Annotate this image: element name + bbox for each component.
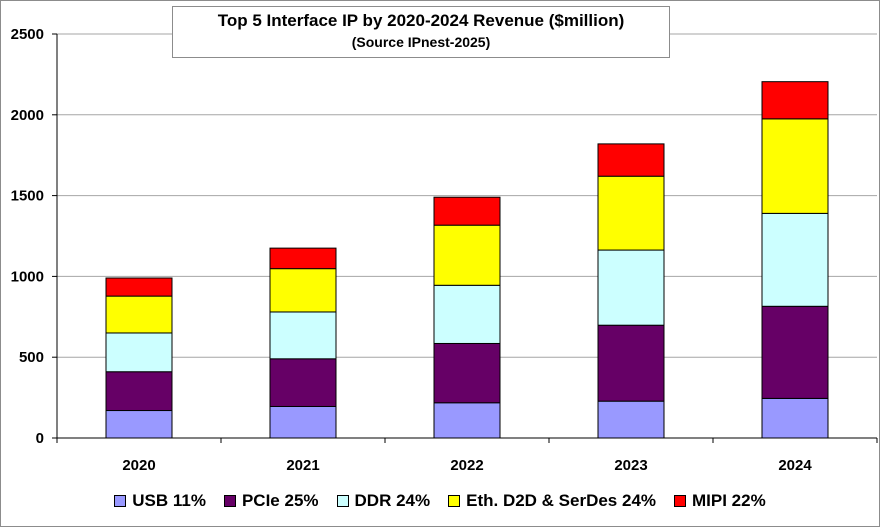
- bar-2021-series-0: [269, 405, 337, 439]
- bar-2022-series-1: [433, 342, 501, 404]
- bar-2023-series-2: [597, 249, 665, 326]
- bar-2023-series-4: [597, 143, 665, 177]
- y-tick-label-2000: 2000: [11, 107, 44, 124]
- bar-2020-series-4: [105, 277, 173, 297]
- legend-item-pcie: PCIe 25%: [223, 491, 319, 511]
- bar-2021-series-1: [269, 358, 337, 407]
- x-tick-label-2023: 2023: [614, 457, 647, 474]
- chart-title: Top 5 Interface IP by 2020-2024 Revenue …: [217, 11, 625, 30]
- legend-label-usb: USB 11%: [132, 491, 206, 510]
- bar-2021-series-3: [269, 268, 337, 313]
- legend-label-mipi: MIPI 22%: [692, 491, 766, 510]
- legend-label-eth-d2d-serdes: Eth. D2D & SerDes 24%: [466, 491, 657, 510]
- bar-2023-series-1: [597, 324, 665, 402]
- legend-item-usb: USB 11%: [114, 491, 206, 511]
- legend-item-mipi: MIPI 22%: [674, 491, 766, 511]
- x-tick-label-2022: 2022: [450, 457, 483, 474]
- x-tick-label-2020: 2020: [122, 457, 155, 474]
- bar-2024-series-2: [761, 212, 829, 307]
- x-tick-label-2021: 2021: [286, 457, 319, 474]
- bar-2021-series-4: [269, 247, 337, 270]
- bar-2024-series-4: [761, 81, 829, 120]
- bar-2023-series-0: [597, 400, 665, 439]
- chart-subtitle: (Source IPnest-2025): [351, 34, 491, 50]
- legend-item-eth-d2d-serdes: Eth. D2D & SerDes 24%: [448, 491, 656, 511]
- bar-2020-series-2: [105, 332, 173, 373]
- y-tick-label-2500: 2500: [11, 26, 44, 43]
- legend-swatch-pcie: [223, 495, 236, 507]
- bar-2020-series-0: [105, 410, 173, 439]
- y-tick-label-1500: 1500: [11, 188, 44, 205]
- bar-2020-series-3: [105, 295, 173, 334]
- legend-swatch-ddr: [336, 495, 349, 507]
- legend-swatch-mipi: [674, 495, 687, 507]
- bar-2022-series-4: [433, 196, 501, 226]
- bar-2024-series-1: [761, 305, 829, 399]
- bar-2024-series-0: [761, 397, 829, 439]
- legend-label-pcie: PCIe 25%: [241, 491, 319, 510]
- bar-2023-series-3: [597, 175, 665, 251]
- bar-2021-series-2: [269, 311, 337, 360]
- x-tick-label-2024: 2024: [778, 457, 812, 474]
- y-tick-label-1000: 1000: [11, 268, 44, 285]
- bar-2024-series-3: [761, 118, 829, 214]
- bar-2022-series-0: [433, 402, 501, 439]
- chart-legend: USB 11% PCIe 25% DDR 24% Eth. D2D & SerD…: [1, 488, 879, 514]
- y-tick-label-500: 500: [19, 349, 44, 366]
- legend-swatch-usb: [114, 495, 127, 507]
- legend-swatch-eth-d2d-serdes: [448, 495, 461, 507]
- bar-2022-series-3: [433, 224, 501, 286]
- bar-2020-series-1: [105, 371, 173, 412]
- chart-title-box: Top 5 Interface IP by 2020-2024 Revenue …: [172, 6, 670, 58]
- y-tick-label-0: 0: [36, 430, 44, 447]
- legend-label-ddr: DDR 24%: [354, 491, 431, 510]
- bar-2022-series-2: [433, 284, 501, 344]
- legend-item-ddr: DDR 24%: [336, 491, 431, 511]
